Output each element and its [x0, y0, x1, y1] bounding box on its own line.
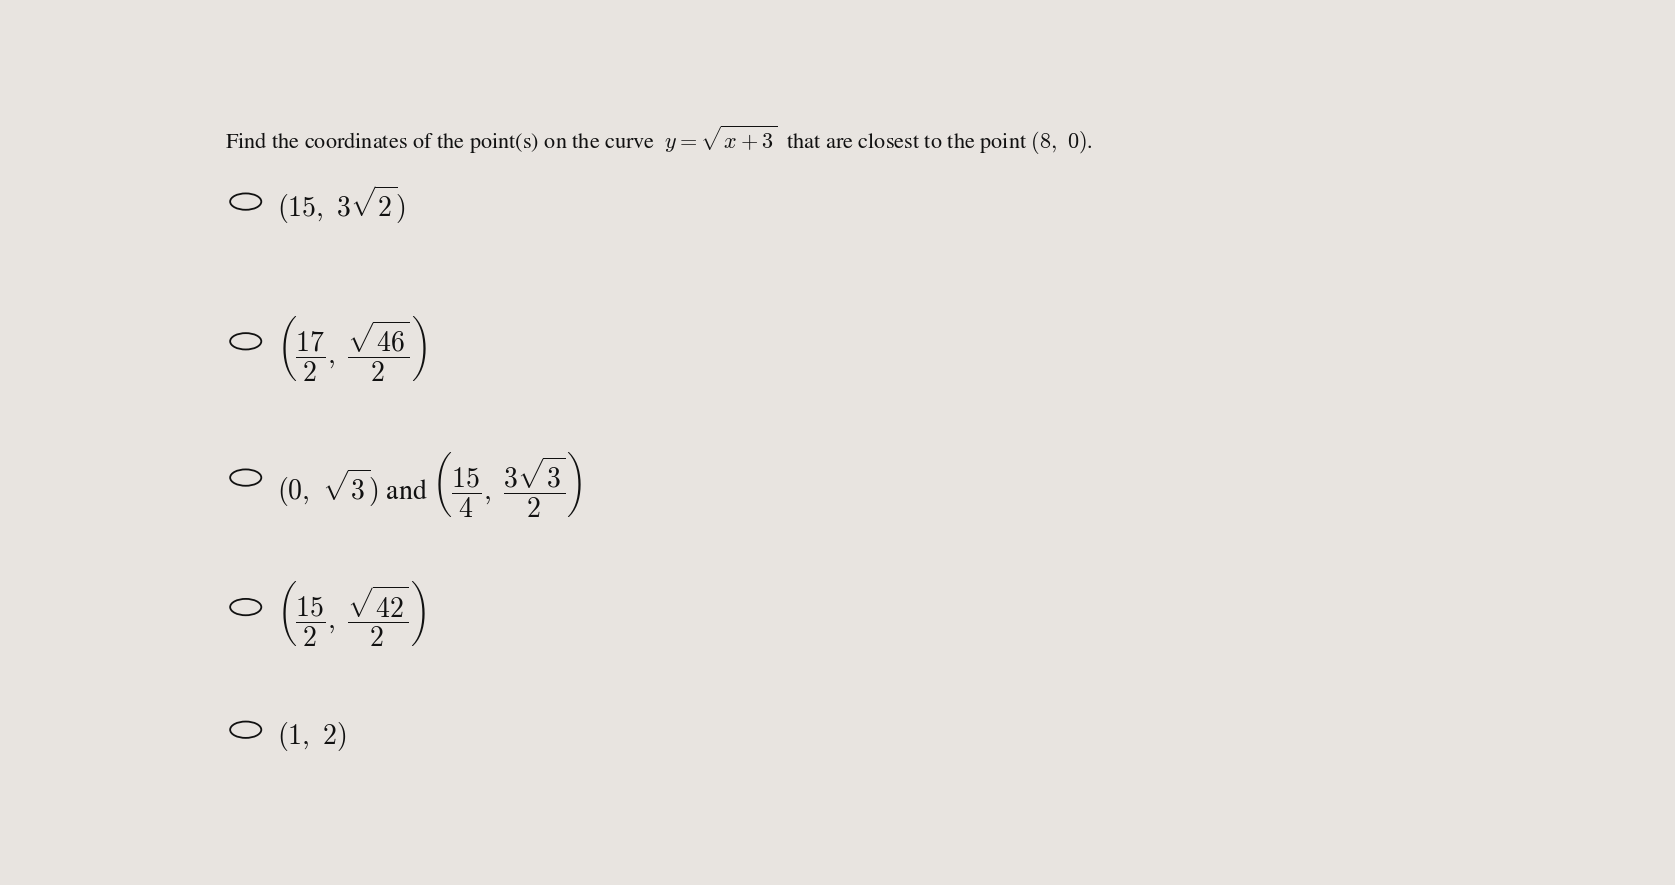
Text: $(15,\ 3\sqrt{2})$: $(15,\ 3\sqrt{2})$	[276, 184, 405, 227]
Text: $(0,\ \sqrt{3})$ and $\left(\dfrac{15}{4},\ \dfrac{3\sqrt{3}}{2}\right)$: $(0,\ \sqrt{3})$ and $\left(\dfrac{15}{4…	[276, 450, 583, 519]
Text: Find the coordinates of the point(s) on the curve  $y = \sqrt{x + 3}$  that are : Find the coordinates of the point(s) on …	[224, 123, 1092, 157]
Text: $\left(\dfrac{15}{2},\ \dfrac{\sqrt{42}}{2}\right)$: $\left(\dfrac{15}{2},\ \dfrac{\sqrt{42}}…	[276, 580, 425, 649]
Text: $(1,\ 2)$: $(1,\ 2)$	[276, 720, 347, 753]
Text: $\left(\dfrac{17}{2},\ \dfrac{\sqrt{46}}{2}\right)$: $\left(\dfrac{17}{2},\ \dfrac{\sqrt{46}}…	[276, 313, 427, 382]
